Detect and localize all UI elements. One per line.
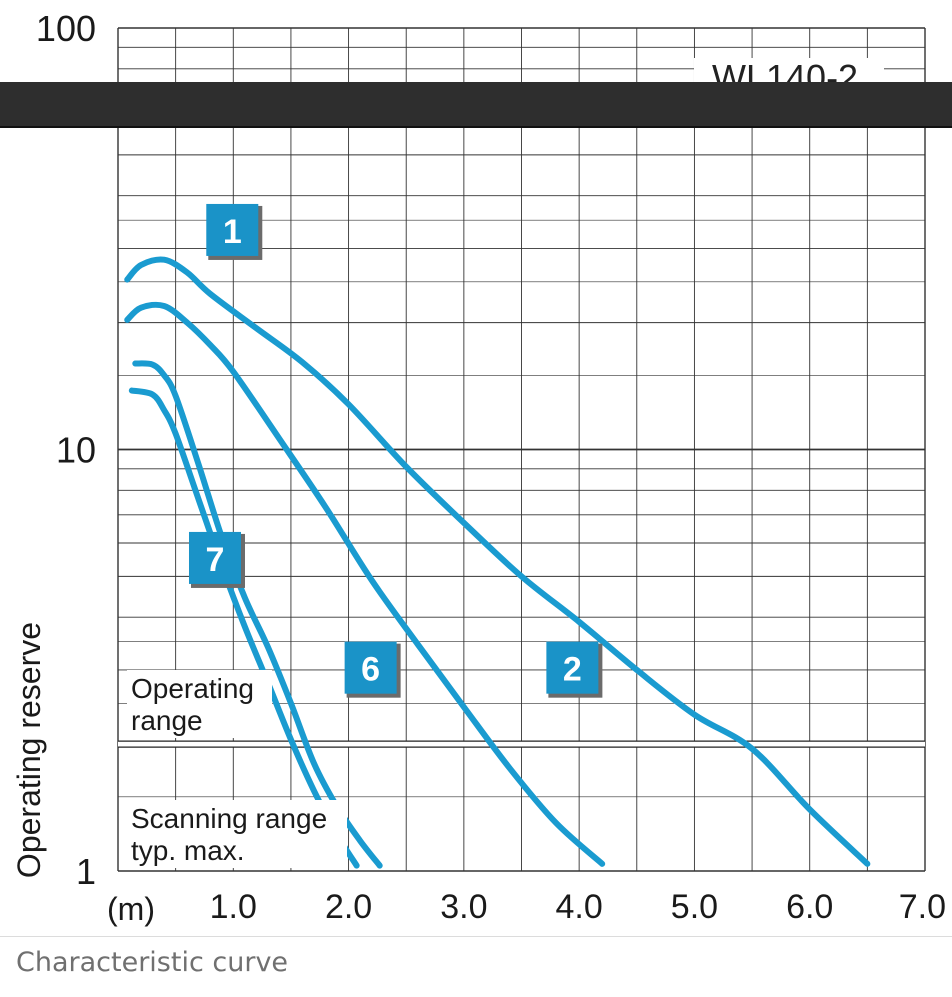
scanning-range-label-line: typ. max. bbox=[131, 835, 245, 866]
badge-label: 6 bbox=[361, 651, 380, 689]
grid bbox=[117, 27, 926, 872]
series-badges: 1 2 6 7 bbox=[188, 203, 603, 698]
series-badge-6: 6 bbox=[344, 641, 401, 698]
y-tick-label: 100 bbox=[36, 8, 96, 49]
badge-label: 2 bbox=[563, 651, 582, 689]
scanning-range-label-bg bbox=[127, 800, 347, 868]
operating-range-label-line: Operating bbox=[131, 673, 254, 704]
series-line-7 bbox=[128, 387, 360, 869]
series-line-1 bbox=[124, 256, 871, 867]
series-line-6 bbox=[132, 360, 383, 869]
series-line-2 bbox=[124, 301, 606, 867]
caption-text: Characteristic curve bbox=[16, 947, 289, 978]
series-badge-2: 2 bbox=[546, 641, 603, 698]
x-axis-unit: (m) bbox=[107, 891, 155, 927]
x-tick-label: 1.0 bbox=[210, 888, 257, 926]
characteristic-curve-chart: 1 10 100 1.0 2.0 3.0 4.0 5.0 6.0 7.0 (m) Operating… bbox=[11, 8, 946, 927]
tick-labels: 1 10 100 1.0 2.0 3.0 4.0 5.0 6.0 7.0 (m) bbox=[36, 8, 946, 927]
operating-range-label-bg bbox=[127, 670, 272, 738]
y-axis-label: Operating reserve bbox=[11, 622, 47, 878]
threshold-bg bbox=[118, 741, 925, 748]
x-tick-label: 2.0 bbox=[325, 888, 372, 926]
scanning-range-label-line: Scanning range bbox=[131, 803, 327, 834]
series-badge-7: 7 bbox=[188, 531, 245, 588]
badge-label: 1 bbox=[223, 213, 242, 251]
badge-label: 7 bbox=[206, 541, 225, 579]
badge-box bbox=[206, 203, 259, 256]
series-badge-1: 1 bbox=[206, 203, 263, 260]
y-tick-label: 1 bbox=[76, 851, 96, 892]
badge-box bbox=[546, 641, 599, 694]
operating-range-label-line: range bbox=[131, 705, 203, 736]
x-tick-label: 3.0 bbox=[440, 888, 487, 926]
threshold-line bbox=[118, 740, 925, 748]
badge-box bbox=[344, 641, 397, 694]
y-tick-label: 10 bbox=[56, 430, 96, 471]
figure-caption: Characteristic curve bbox=[0, 936, 952, 997]
x-tick-label: 5.0 bbox=[671, 888, 718, 926]
overlay-bar bbox=[0, 82, 952, 128]
x-tick-label: 6.0 bbox=[786, 888, 833, 926]
x-tick-label: 4.0 bbox=[556, 888, 603, 926]
badge-box bbox=[188, 531, 241, 584]
x-tick-label: 7.0 bbox=[899, 888, 946, 926]
